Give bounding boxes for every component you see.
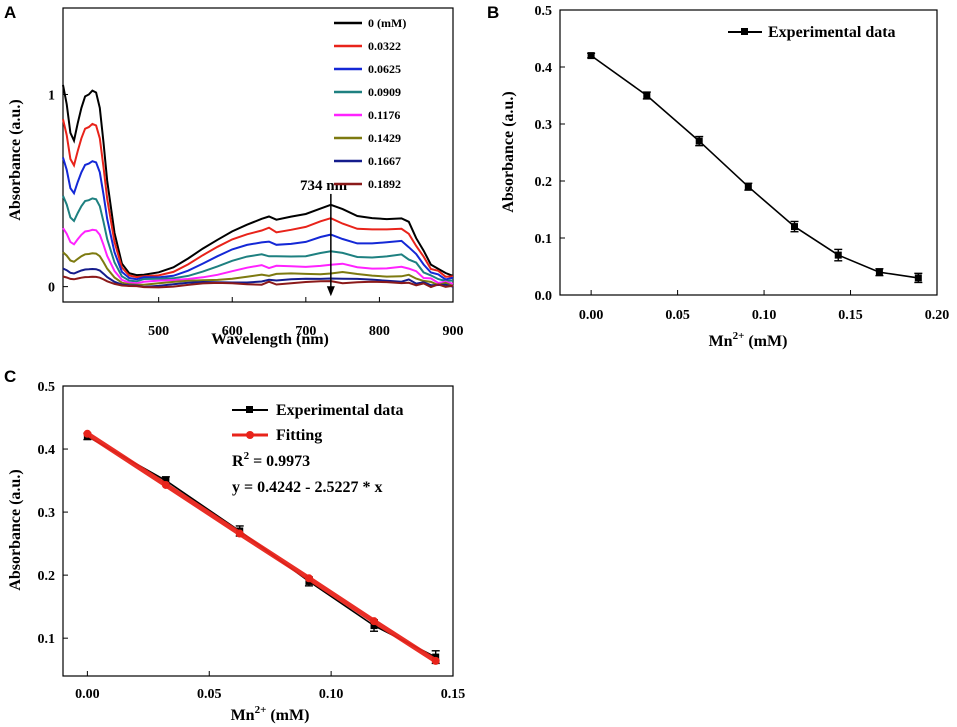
data-point — [914, 274, 922, 282]
arrow-head — [326, 286, 335, 297]
x-tick-label: 0.00 — [579, 308, 604, 323]
panel-b-xlabel: Mn2+ (mM) — [709, 330, 788, 350]
panel-b-ylabel: Absorbance (a.u.) — [500, 91, 517, 212]
legend-label-experimental: Experimental data — [768, 24, 896, 41]
panel-b-legend: Experimental data — [728, 24, 896, 41]
legend-label: 0.0322 — [368, 39, 401, 53]
fit-equation: y = 0.4242 - 2.5227 * x — [232, 479, 382, 496]
fit-point — [235, 529, 244, 538]
data-point — [695, 137, 703, 145]
legend-label: 0.1176 — [368, 108, 400, 122]
panel-c-data — [83, 429, 440, 665]
y-tick-label: 0.4 — [535, 61, 553, 76]
x-tick-label: 900 — [443, 324, 464, 339]
data-point — [875, 268, 883, 276]
r-squared-annotation: R2 = 0.9973 — [232, 450, 310, 470]
panel-a-ylabel: Absorbance (a.u.) — [7, 99, 24, 220]
data-point — [834, 251, 842, 259]
spectrum-line — [62, 195, 454, 283]
panel-c-xlabel: Mn2+ (mM) — [231, 704, 310, 724]
legend-label: 0.1667 — [368, 154, 401, 168]
panel-b-letter: B — [487, 3, 499, 22]
legend-marker-experimental — [741, 28, 748, 35]
data-point — [643, 92, 651, 99]
data-point — [370, 622, 378, 630]
spectrum-line — [62, 275, 454, 289]
panel-c-ylabel: Absorbance (a.u.) — [7, 469, 24, 590]
fit-point — [161, 480, 170, 489]
y-tick-label: 1 — [48, 88, 55, 103]
fitting-line — [86, 431, 438, 664]
spectrum-line — [62, 227, 454, 285]
panel-a-curves — [62, 84, 454, 289]
data-point — [587, 52, 595, 60]
y-tick-label: 0.3 — [38, 506, 56, 521]
data-point — [791, 223, 799, 231]
panel-a-frame — [62, 7, 454, 303]
y-tick-label: 0.3 — [535, 118, 553, 133]
legend-marker-experimental — [246, 406, 253, 413]
fit-point — [431, 656, 440, 665]
x-tick-label: 0.00 — [75, 687, 100, 702]
panel-b: B 0.00 0.05 0.10 0.15 0.20 0.0 0.1 0.2 0.3 0.4 0.5… — [487, 3, 949, 350]
panel-b-data — [587, 52, 923, 284]
spectrum-line — [62, 84, 454, 277]
x-tick-label: 0.10 — [752, 308, 777, 323]
spectrum-line — [62, 251, 454, 288]
x-tick-label: 700 — [295, 324, 316, 339]
y-tick-label: 0.5 — [535, 4, 553, 19]
data-point — [162, 477, 170, 485]
panel-c-letter: C — [4, 367, 16, 386]
panel-a-annotation: 734 nm — [300, 178, 348, 194]
panel-c-legend: Experimental data Fitting R2 = 0.9973 y … — [232, 402, 404, 496]
y-tick-label: 0.2 — [38, 569, 56, 584]
panel-a-xlabel: Wavelength (nm) — [211, 331, 329, 348]
x-tick-label: 0.15 — [838, 308, 863, 323]
spectrum-line — [62, 118, 454, 279]
fit-point — [83, 429, 92, 438]
panel-c-ticks: 0.00 0.05 0.10 0.15 0.1 0.2 0.3 0.4 0.5 — [38, 380, 466, 702]
x-tick-label: 0.05 — [665, 308, 690, 323]
fit-point — [370, 617, 379, 626]
fit-point — [304, 574, 313, 583]
x-tick-label: 0.20 — [925, 308, 950, 323]
legend-label: 0.0625 — [368, 62, 401, 76]
panel-b-ticks: 0.00 0.05 0.10 0.15 0.20 0.0 0.1 0.2 0.3 0.4 0.5 — [535, 4, 950, 323]
legend-label: 0.1892 — [368, 177, 401, 191]
x-tick-label: 500 — [148, 324, 169, 339]
x-tick-label: 600 — [222, 324, 243, 339]
x-tick-label: 800 — [369, 324, 390, 339]
legend-label-fitting: Fitting — [276, 427, 322, 444]
legend-label-experimental: Experimental data — [276, 402, 404, 419]
data-point — [744, 183, 752, 191]
legend-label: 0.0909 — [368, 85, 401, 99]
spectrum-line — [62, 157, 454, 281]
panel-a-arrow — [326, 193, 335, 297]
panel-a-ticks: 500 600 700 800 900 0 1 — [48, 88, 464, 339]
legend-marker-fitting — [246, 431, 254, 439]
y-tick-label: 0.4 — [38, 443, 56, 458]
legend-label: 0 (mM) — [368, 16, 406, 30]
x-tick-label: 0.05 — [197, 687, 222, 702]
x-tick-label: 0.10 — [319, 687, 344, 702]
legend-label: 0.1429 — [368, 131, 401, 145]
y-tick-label: 0.1 — [38, 632, 56, 647]
panel-c: C 0.00 0.05 0.10 0.15 0.1 0.2 0.3 0.4 0.5 Experi… — [4, 367, 465, 724]
y-tick-label: 0.5 — [38, 380, 56, 395]
y-tick-label: 0.2 — [535, 175, 553, 190]
panel-c-frame — [62, 385, 454, 677]
panel-a-letter: A — [4, 3, 16, 22]
y-tick-label: 0 — [48, 281, 55, 296]
panel-a-legend: 0 (mM) 0.0322 0.0625 0.0909 0.1176 0.1429 0.16… — [334, 16, 406, 191]
y-tick-label: 0.0 — [535, 289, 553, 304]
spectrum-line — [62, 267, 454, 288]
x-tick-label: 0.15 — [441, 687, 466, 702]
panel-b-frame — [559, 9, 938, 296]
y-tick-label: 0.1 — [535, 232, 553, 247]
series-line — [590, 54, 919, 279]
